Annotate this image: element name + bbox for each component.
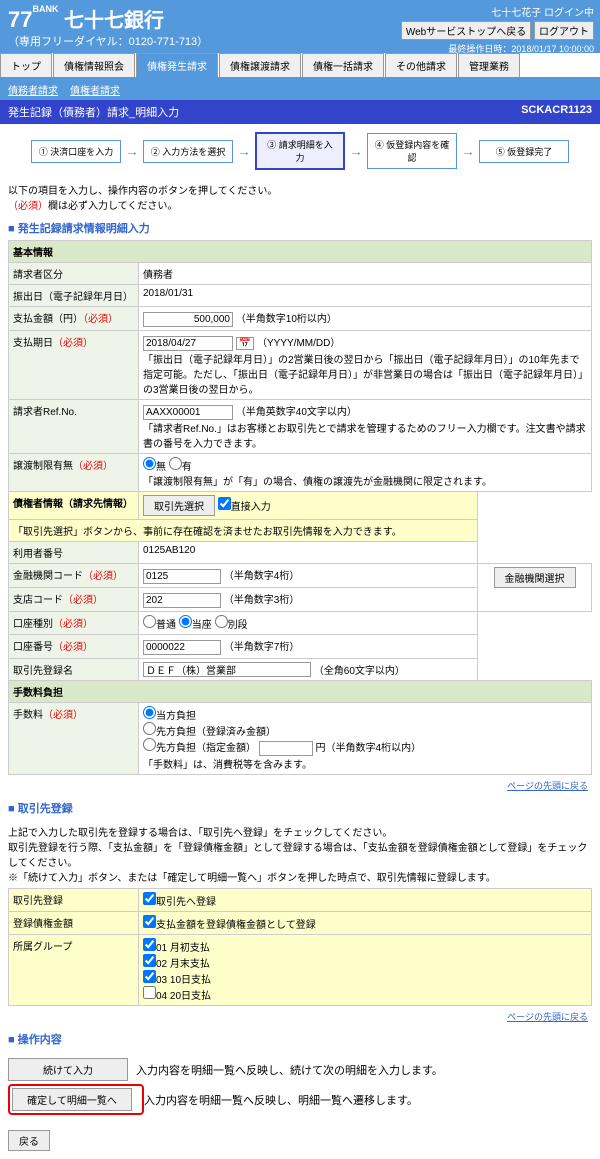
pagetop-link[interactable]: ページの先頭に戻る [507,781,588,791]
input-creditor-4[interactable] [143,640,221,655]
user-label: 七十七花子 ログイン中 [401,4,594,19]
tab-4[interactable]: 債権一括請求 [302,53,384,77]
ops-area: 続けて入力入力内容を明細一覧へ反映し、続けて次の明細を入力します。確定して明細一… [0,1051,600,1122]
step-3: ④ 仮登録内容を確認 [367,133,457,169]
back-to-top-button[interactable]: Webサービストップへ戻る [401,21,531,40]
screen-id: SCKACR1123 [521,104,592,120]
section-header-detail: 発生記録請求情報明細入力 [0,216,600,240]
main-tabs: トップ債権情報照会債権発生請求債権譲渡請求債権一括請求その他請求管理業務 [0,53,600,79]
required-marker: （必須） [8,201,48,212]
wizard-steps: ① 決済口座を入力→② 入力方法を選択→③ 請求明細を入力→④ 仮登録内容を確認… [0,124,600,178]
basic-info-table: 基本情報請求者区分債務者振出日（電子記録年月日）2018/01/31支払金額（円… [8,240,592,492]
fee-table: 手数料負担手数料（必須）当方負担先方負担（登録済み金額）先方負担（指定金額） 円… [8,680,592,775]
note-line2: 欄は必ず入力してください。 [48,201,177,212]
select-bank-button[interactable]: 金融機関選択 [494,567,576,588]
header: 77BANK 七十七銀行 （専用フリーダイヤル：0120-771-713） 七十… [0,0,600,53]
tab-0[interactable]: トップ [0,53,52,77]
bank-name: 七十七銀行 [64,10,164,32]
tab-3[interactable]: 債権譲渡請求 [219,53,301,77]
input-creditor-2[interactable] [143,593,221,608]
register-table: 取引先登録取引先へ登録登録債権金額支払金額を登録債権金額として登録所属グループ0… [8,888,592,1006]
tab-6[interactable]: 管理業務 [458,53,520,77]
title-bar: 発生記録（債務者）請求_明細入力 SCKACR1123 [0,100,600,124]
tab-2[interactable]: 債権発生請求 [136,53,218,77]
bank-sub: BANK [32,4,58,14]
ops-btn-1[interactable]: 確定して明細一覧へ [12,1088,132,1111]
back-button[interactable]: 戻る [8,1130,50,1151]
subnav-1[interactable]: 債権者請求 [70,86,120,97]
subnav-0[interactable]: 債務者請求 [8,86,58,97]
instructions: 以下の項目を入力し、操作内容のボタンを押してください。 （必須）欄は必ず入力して… [0,178,600,216]
header-right: 七十七花子 ログイン中 Webサービストップへ戻る ログアウト 最終操作日時：2… [401,4,594,55]
input-basic-2[interactable] [143,312,233,327]
tab-1[interactable]: 債権情報照会 [53,53,135,77]
step-0: ① 決済口座を入力 [31,140,121,163]
calendar-icon[interactable]: 📅 [236,337,254,350]
fee-amount-input[interactable] [259,741,313,756]
creditor-table: 債権者情報（請求先情報）取引先選択 直接入力「取引先選択」ボタンから、事前に存在… [8,491,592,681]
input-creditor-5[interactable] [143,662,311,677]
pagetop-link-2[interactable]: ページの先頭に戻る [507,1012,588,1022]
note-line1: 以下の項目を入力し、操作内容のボタンを押してください。 [8,182,592,197]
input-basic-4[interactable] [143,405,233,420]
select-partner-button[interactable]: 取引先選択 [143,495,215,516]
bank-num: 77 [8,7,32,32]
input-basic-3[interactable] [143,336,233,351]
ops-btn-0[interactable]: 続けて入力 [8,1058,128,1081]
register-notes: 上記で入力した取引先を登録する場合は、「取引先へ登録」をチェックしてください。 … [0,820,600,888]
step-1: ② 入力方法を選択 [143,140,233,163]
tab-5[interactable]: その他請求 [385,53,457,77]
logout-button[interactable]: ログアウト [534,21,594,40]
section-header-register: 取引先登録 [0,796,600,820]
page-title: 発生記録（債務者）請求_明細入力 [8,104,179,120]
timestamp: 最終操作日時：2018/01/17 10:00:00 [401,42,594,55]
input-creditor-1[interactable] [143,569,221,584]
section-header-ops: 操作内容 [0,1027,600,1051]
step-4: ⑤ 仮登録完了 [479,140,569,163]
subnav: 債務者請求 債権者請求 [0,79,600,100]
step-2: ③ 請求明細を入力 [255,132,345,170]
